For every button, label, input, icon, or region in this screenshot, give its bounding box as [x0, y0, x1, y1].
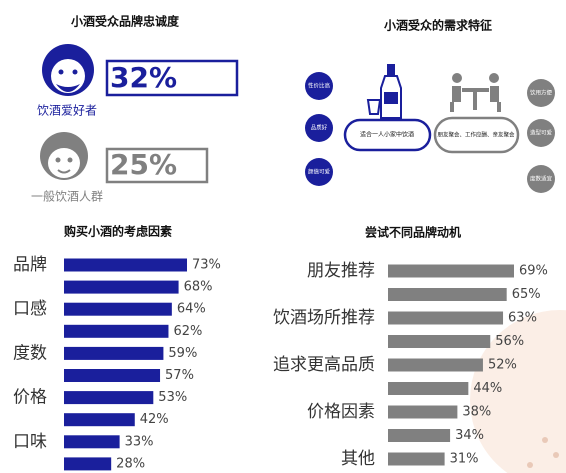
- bar: [64, 413, 135, 427]
- need-circle-text: 饮用方便: [530, 89, 553, 97]
- decor-dot: [527, 462, 533, 468]
- decor-dot: [553, 452, 559, 458]
- value-box: [105, 59, 239, 97]
- chart-title: 尝试不同品牌动机: [365, 225, 461, 240]
- bar: [64, 435, 120, 449]
- value-label: 44%: [473, 381, 502, 396]
- value-label: 65%: [512, 287, 541, 302]
- bar: [388, 429, 451, 442]
- need-text: 朋友聚会、工作应酬、亲友聚会: [437, 131, 515, 139]
- need-circle: [305, 158, 333, 186]
- bar: [64, 324, 169, 338]
- bar: [64, 391, 154, 405]
- need-circle: [305, 72, 333, 100]
- category-label: 价格因素: [307, 402, 375, 422]
- bar: [64, 369, 161, 382]
- decor-blob: [470, 310, 566, 473]
- table-icon: [450, 73, 501, 112]
- person-icon: [42, 44, 94, 96]
- need-circle-text: 颜值可爱: [308, 168, 331, 176]
- bar: [388, 288, 507, 301]
- decor-dot: [542, 437, 548, 443]
- category-label: 口感: [13, 299, 47, 319]
- value-label: 62%: [173, 324, 202, 339]
- bar: [64, 258, 188, 272]
- value-label: 28%: [116, 456, 145, 471]
- panel-title: 小酒受众的需求特征: [384, 18, 492, 33]
- bar: [388, 405, 458, 419]
- bar: [388, 382, 469, 395]
- bottle-icon: [366, 64, 402, 119]
- value-label: 38%: [462, 405, 491, 420]
- need-circle-text: 品质好: [311, 124, 328, 132]
- need-pill: [433, 116, 520, 154]
- value-label: 57%: [165, 368, 194, 383]
- category-label: 口味: [13, 432, 47, 452]
- category-label: 其他: [341, 449, 375, 469]
- value-label: 34%: [455, 428, 484, 443]
- value-label: 42%: [140, 412, 169, 427]
- need-circle: [305, 114, 333, 142]
- value-label: 73%: [192, 258, 221, 273]
- need-circle-text: 度数适宜: [530, 175, 553, 183]
- bar: [388, 358, 483, 372]
- need-circle: [527, 119, 555, 147]
- need-circle: [527, 165, 555, 193]
- value-box: [105, 147, 209, 184]
- category-label: 价格: [13, 388, 47, 408]
- value-label: 56%: [495, 334, 524, 349]
- category-label: 度数: [13, 343, 47, 363]
- bar: [64, 280, 179, 294]
- need-text: 适合一人小家中饮酒: [360, 131, 414, 139]
- category-label: 饮酒场所推荐: [273, 308, 375, 328]
- bar: [388, 311, 504, 325]
- chart-title: 购买小酒的考虑因素: [64, 224, 172, 239]
- value-label: 31%: [450, 452, 479, 467]
- bar: [64, 302, 172, 316]
- group-label: 一般饮酒人群: [31, 189, 103, 204]
- category-label: 朋友推荐: [307, 261, 375, 281]
- value-label: 64%: [177, 302, 206, 317]
- category-label: 追求更高品质: [273, 355, 375, 375]
- value-label: 69%: [519, 264, 548, 279]
- bar: [388, 452, 445, 466]
- value-label: 63%: [508, 311, 537, 326]
- panel-title: 小酒受众品牌忠诚度: [71, 14, 180, 29]
- value-text: 32%: [110, 61, 177, 94]
- bar: [388, 335, 491, 348]
- value-label: 68%: [184, 280, 213, 295]
- value-label: 59%: [168, 346, 197, 361]
- need-pill: [343, 118, 432, 152]
- person-icon: [40, 132, 88, 180]
- group-label: 饮酒爱好者: [37, 104, 97, 118]
- value-label: 53%: [158, 390, 187, 405]
- need-circle: [527, 79, 555, 107]
- bar: [388, 264, 514, 278]
- need-circle-text: 造型可爱: [530, 129, 553, 137]
- value-label: 52%: [488, 358, 517, 373]
- bar: [64, 346, 164, 360]
- value-text: 25%: [110, 148, 177, 181]
- bar: [64, 457, 112, 471]
- need-circle-text: 性价比高: [308, 82, 331, 90]
- category-label: 品牌: [13, 255, 47, 275]
- value-label: 33%: [125, 434, 154, 449]
